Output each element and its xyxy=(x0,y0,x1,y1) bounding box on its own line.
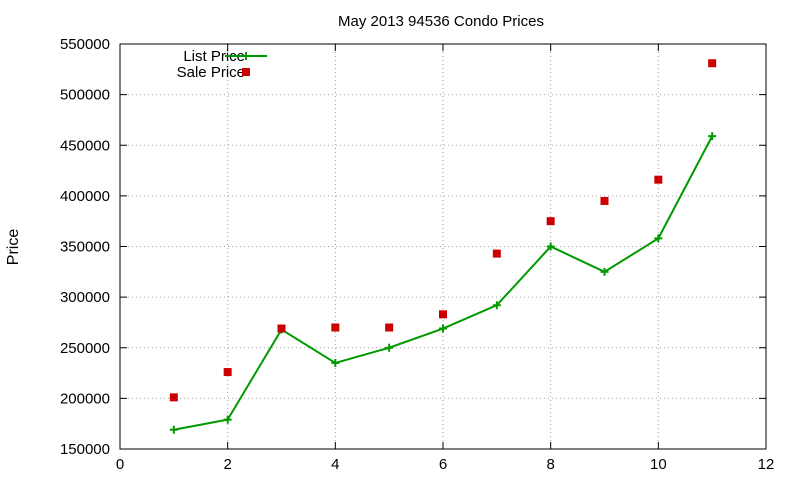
data-point-list-price xyxy=(223,415,232,424)
data-point-sale-price xyxy=(277,324,286,333)
y-tick-label: 550000 xyxy=(60,36,110,53)
x-tick-label: 0 xyxy=(116,456,124,473)
data-point-list-price xyxy=(546,242,555,251)
y-tick-label: 250000 xyxy=(60,340,110,357)
data-point-list-price xyxy=(439,324,447,333)
axes xyxy=(119,43,767,450)
data-point-list-price xyxy=(492,301,501,310)
data-point-sale-price xyxy=(708,59,717,68)
data-point-sale-price xyxy=(439,310,447,319)
x-tick-label: 6 xyxy=(439,456,447,473)
data-point-sale-price xyxy=(546,217,555,226)
x-tick-label: 4 xyxy=(331,456,339,473)
x-tick-label: 8 xyxy=(546,456,554,473)
data-point-list-price xyxy=(708,132,717,141)
data-point-list-price xyxy=(331,358,340,367)
chart-title: May 2013 94536 Condo Prices xyxy=(338,13,544,30)
data-point-sale-price xyxy=(331,323,340,332)
grid xyxy=(120,44,766,449)
series xyxy=(169,59,717,434)
x-tick-label: 2 xyxy=(223,456,231,473)
legend-label: Sale Price xyxy=(177,64,245,81)
y-tick-label: 450000 xyxy=(60,137,110,154)
data-point-list-price xyxy=(600,267,609,276)
y-tick-label: 150000 xyxy=(60,441,110,458)
data-point-list-price xyxy=(169,425,178,434)
legend-item-sale-price: Sale Price xyxy=(177,64,250,81)
y-tick-label: 200000 xyxy=(60,390,110,407)
data-point-sale-price xyxy=(492,249,501,258)
legend-swatch-marker xyxy=(242,68,250,76)
data-point-list-price xyxy=(654,234,663,243)
series-sale-price xyxy=(169,59,717,402)
legend-item-list-price: List Price xyxy=(183,48,267,65)
y-tick-label: 400000 xyxy=(60,188,110,205)
tick-labels: 0 2 4 6 8 10 12 150000 200000 250000 300000 350000 4… xyxy=(60,36,774,473)
y-tick-label: 500000 xyxy=(60,87,110,104)
x-tick-label: 12 xyxy=(758,456,775,473)
data-point-sale-price xyxy=(654,175,663,184)
data-point-sale-price xyxy=(385,323,394,332)
y-axis-label: Price xyxy=(5,229,22,266)
data-point-list-price xyxy=(385,343,394,352)
data-point-sale-price xyxy=(600,196,609,205)
legend-swatch-marker xyxy=(242,52,250,60)
data-point-sale-price xyxy=(223,368,232,377)
data-point-sale-price xyxy=(169,393,178,402)
y-tick-label: 300000 xyxy=(60,289,110,306)
y-tick-label: 350000 xyxy=(60,239,110,256)
legend-label: List Price xyxy=(183,48,245,65)
x-tick-label: 10 xyxy=(650,456,667,473)
